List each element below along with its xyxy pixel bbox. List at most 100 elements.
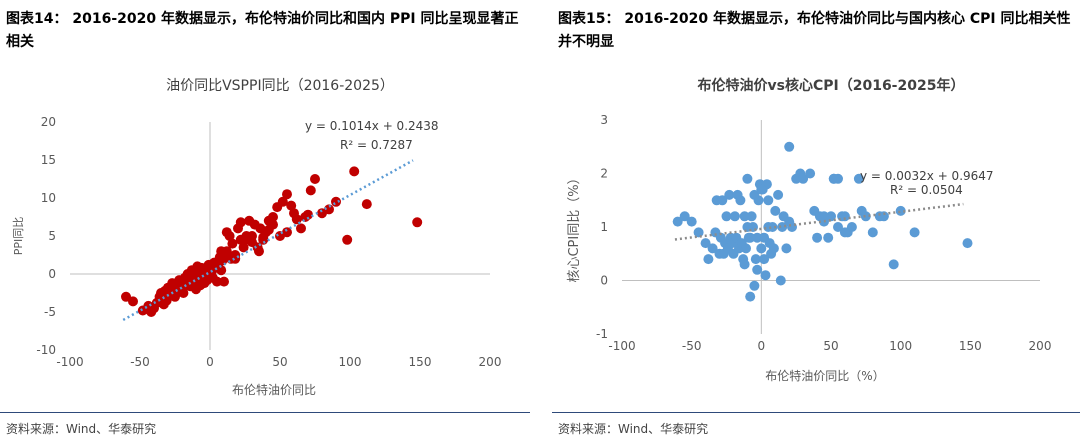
data-point [860, 211, 871, 222]
data-point [310, 174, 320, 184]
x-tick-label: 50 [823, 339, 838, 353]
data-point [700, 238, 711, 249]
data-point [784, 216, 795, 227]
data-point [238, 242, 249, 253]
data-point [823, 232, 834, 243]
data-point [750, 254, 761, 265]
y-tick-label: 5 [48, 229, 56, 243]
data-point [759, 254, 770, 265]
y-tick-label: 0 [600, 274, 608, 288]
data-point [846, 222, 857, 232]
x-tick-label: 200 [1029, 339, 1052, 353]
data-point [752, 264, 763, 275]
chart-title: 布伦特油价vs核心CPI（2016-2025年） [698, 77, 965, 94]
x-tick-label: 100 [889, 339, 912, 353]
data-point [888, 259, 899, 270]
y-tick-label: -1 [596, 327, 608, 341]
source-note: 资料来源：Wind、华泰研究 [558, 422, 709, 436]
data-point [703, 254, 714, 265]
data-point [717, 195, 728, 206]
data-point [412, 217, 423, 228]
x-tick-label: 150 [959, 339, 982, 353]
data-point [763, 195, 774, 206]
y-tick-label: 2 [600, 167, 608, 181]
figure-title: 图表14： 2016-2020 年数据显示，布伦特油价同比和国内 PPI 同比呈… [6, 11, 519, 50]
data-point [773, 189, 784, 200]
r-squared-label: R² = 0.7287 [340, 138, 413, 152]
data-point [305, 185, 316, 196]
r-squared-label: R² = 0.0504 [890, 183, 963, 197]
left-figure-panel: 图表14： 2016-2020 年数据显示，布伦特油价同比和国内 PPI 同比呈… [0, 0, 530, 445]
data-point [729, 211, 740, 222]
y-tick-label: 3 [600, 113, 608, 127]
ppi-scatter-chart: 油价同比VSPPI同比（2016-2025）-100 -50 0 50 100 150 20… [12, 78, 502, 397]
data-point [128, 296, 138, 307]
figure-title: 图表15： 2016-2020 年数据显示，布伦特油价同比与国内核心 CPI 同… [558, 11, 1071, 50]
data-point [828, 173, 839, 184]
data-point [878, 211, 889, 222]
y-tick-label: 10 [41, 191, 56, 205]
x-tick-label: 100 [339, 355, 362, 369]
data-point [331, 196, 341, 207]
data-point [784, 141, 795, 152]
data-point [962, 238, 973, 249]
data-point [296, 223, 306, 234]
data-point [767, 222, 778, 232]
data-point [221, 227, 232, 238]
y-tick-label: 15 [41, 153, 56, 167]
data-point [679, 211, 690, 222]
data-point [268, 212, 278, 222]
data-point [178, 288, 189, 298]
data-point [191, 284, 201, 295]
data-point [752, 232, 763, 243]
x-axis-title: 布伦特油价同比 [232, 382, 316, 397]
y-tick-label: 0 [48, 267, 56, 281]
data-point [909, 227, 920, 238]
data-point [749, 280, 760, 291]
data-point [853, 173, 864, 184]
data-point [775, 275, 786, 286]
data-point [742, 173, 753, 184]
data-point [721, 211, 732, 222]
data-point [235, 217, 246, 228]
x-tick-label: -100 [608, 339, 635, 353]
data-point [198, 269, 208, 279]
data-point [184, 276, 194, 287]
x-tick-label: -100 [56, 355, 83, 369]
data-point [745, 291, 756, 302]
data-point [756, 184, 767, 195]
data-point [770, 205, 781, 216]
data-point [156, 295, 166, 306]
trend-equation: y = 0.1014x + 0.2438 [305, 119, 439, 133]
source-note: 资料来源：Wind、华泰研究 [6, 422, 157, 436]
data-point [263, 224, 274, 235]
data-point [768, 243, 779, 254]
data-point [760, 270, 771, 281]
data-point [741, 243, 751, 254]
trend-line [122, 159, 414, 322]
data-point [707, 243, 718, 254]
data-point [342, 234, 353, 245]
data-point [777, 222, 788, 232]
data-point [282, 227, 292, 238]
data-point [686, 216, 697, 227]
data-point [819, 211, 829, 222]
data-point [303, 209, 313, 220]
data-point [219, 276, 229, 287]
x-axis-title: 布伦特油价同比（%） [765, 368, 884, 383]
data-point [833, 222, 843, 232]
data-point [693, 227, 704, 238]
data-point [895, 205, 906, 216]
x-tick-label: 200 [479, 355, 502, 369]
data-point [227, 238, 238, 249]
data-point [216, 246, 227, 257]
data-point [735, 195, 746, 206]
data-point [745, 232, 756, 243]
y-axis-title: PPI同比 [12, 217, 25, 256]
data-point [756, 243, 767, 254]
x-tick-label: 50 [272, 355, 287, 369]
data-point [277, 196, 288, 207]
x-tick-label: -50 [130, 355, 150, 369]
data-point [349, 166, 360, 177]
data-point [324, 204, 334, 215]
